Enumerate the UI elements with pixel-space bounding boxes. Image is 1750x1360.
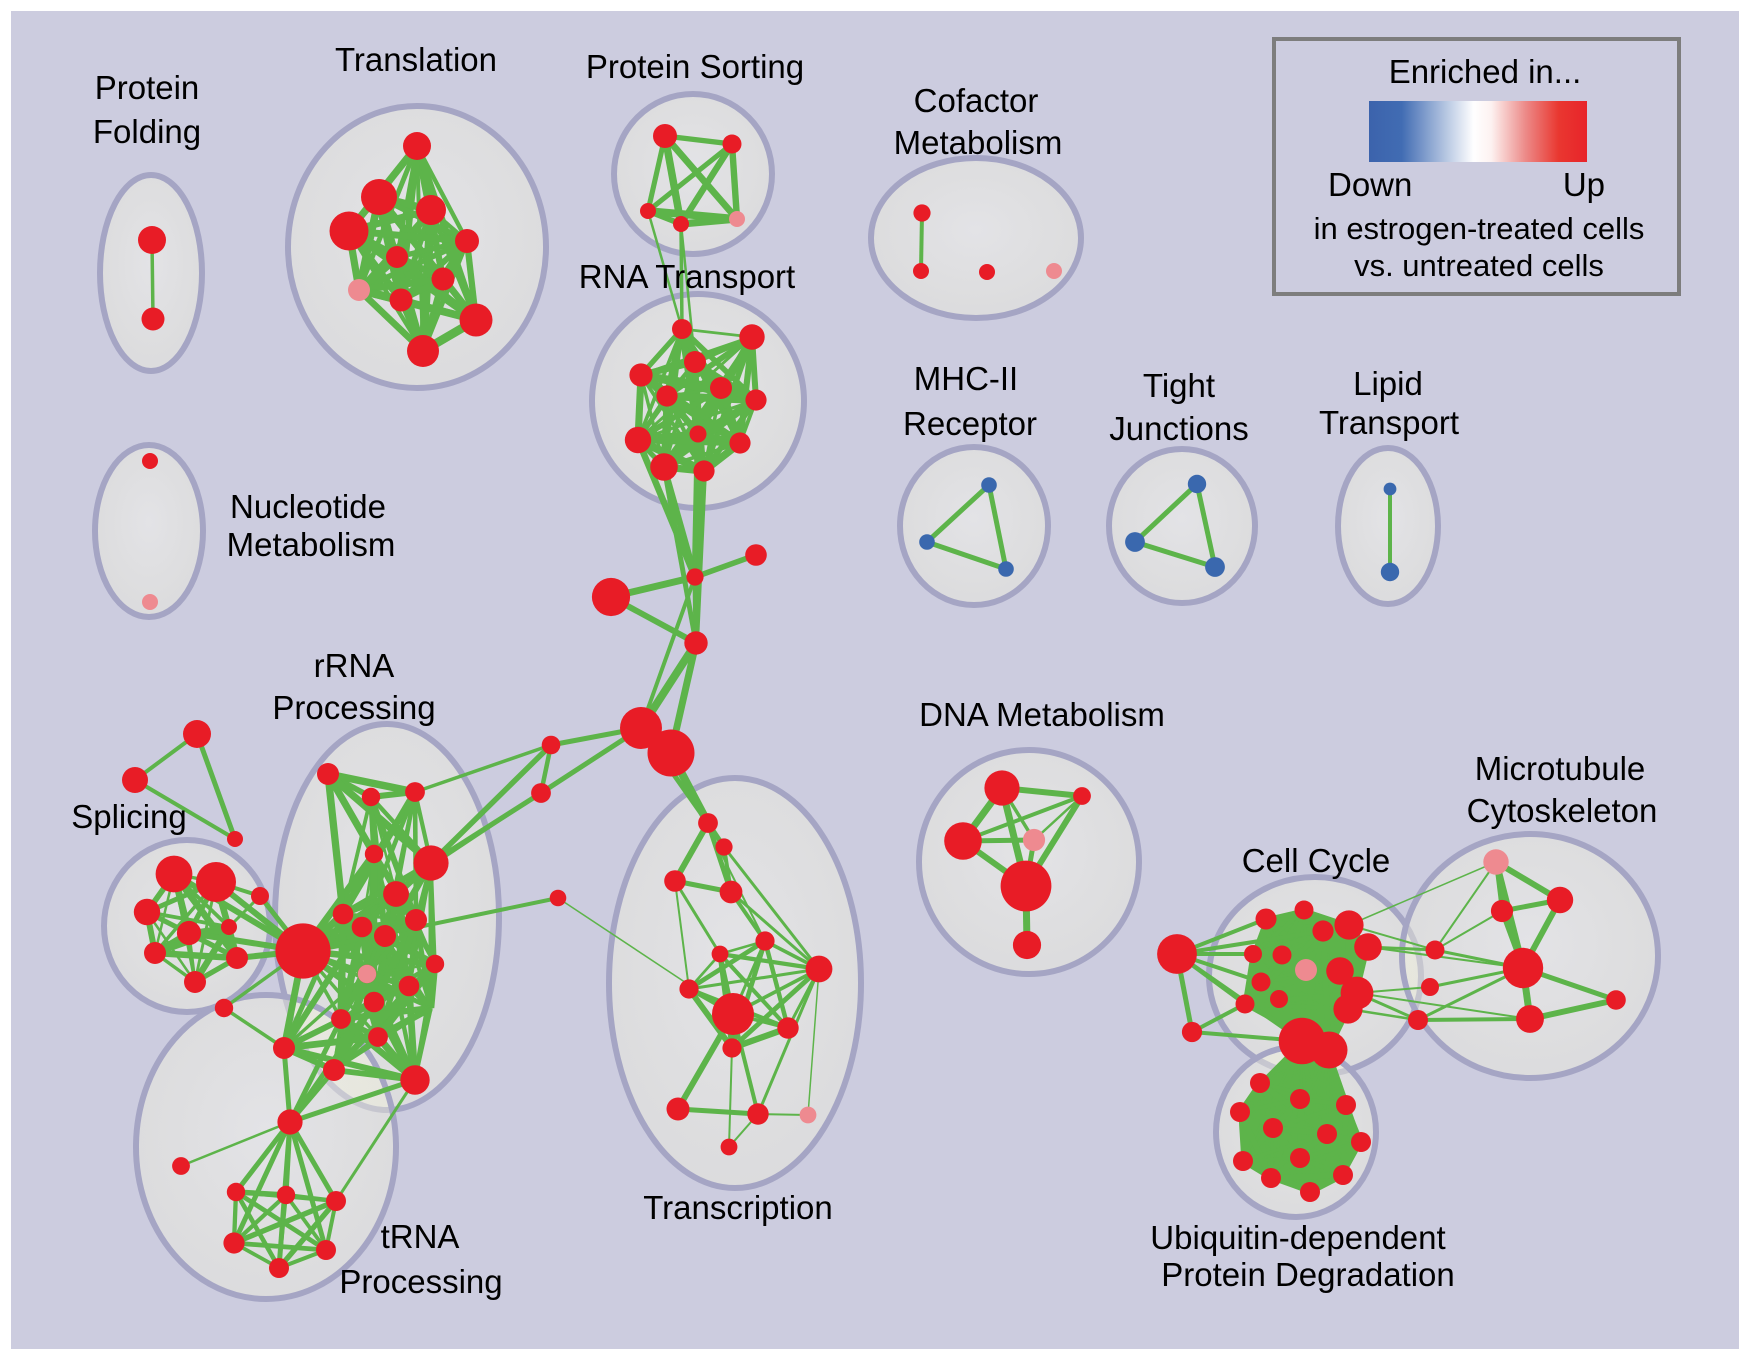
svg-text:Receptor: Receptor	[903, 405, 1037, 442]
svg-text:Nucleotide: Nucleotide	[230, 488, 386, 525]
svg-text:Protein Sorting: Protein Sorting	[586, 48, 804, 85]
svg-text:rRNA: rRNA	[314, 647, 395, 684]
svg-text:Folding: Folding	[93, 113, 201, 150]
svg-text:Transcription: Transcription	[643, 1189, 833, 1226]
svg-text:in estrogen-treated cells: in estrogen-treated cells	[1314, 211, 1645, 246]
svg-text:Processing: Processing	[339, 1263, 502, 1300]
svg-text:Enriched in...: Enriched in...	[1389, 53, 1582, 90]
svg-text:Metabolism: Metabolism	[227, 526, 396, 563]
svg-text:Down: Down	[1328, 166, 1412, 203]
svg-text:Tight: Tight	[1143, 367, 1215, 404]
svg-text:MHC-II: MHC-II	[914, 360, 1018, 397]
svg-text:Protein Degradation: Protein Degradation	[1161, 1256, 1455, 1293]
svg-text:Junctions: Junctions	[1109, 410, 1248, 447]
svg-text:Processing: Processing	[272, 689, 435, 726]
svg-text:Up: Up	[1563, 166, 1605, 203]
svg-text:Metabolism: Metabolism	[894, 124, 1063, 161]
svg-text:Splicing: Splicing	[71, 798, 187, 835]
svg-text:Cytoskeleton: Cytoskeleton	[1467, 792, 1658, 829]
svg-text:Transport: Transport	[1319, 404, 1459, 441]
svg-text:Cofactor: Cofactor	[914, 82, 1039, 119]
svg-text:RNA Transport: RNA Transport	[579, 258, 795, 295]
svg-text:Cell Cycle: Cell Cycle	[1242, 842, 1391, 879]
svg-text:vs. untreated cells: vs. untreated cells	[1354, 248, 1604, 283]
svg-text:Ubiquitin-dependent: Ubiquitin-dependent	[1150, 1219, 1445, 1256]
svg-text:Lipid: Lipid	[1353, 365, 1423, 402]
svg-text:tRNA: tRNA	[381, 1218, 460, 1255]
svg-text:Microtubule: Microtubule	[1475, 750, 1646, 787]
svg-text:DNA Metabolism: DNA Metabolism	[919, 696, 1165, 733]
svg-text:Protein: Protein	[95, 69, 200, 106]
svg-text:Translation: Translation	[335, 41, 497, 78]
